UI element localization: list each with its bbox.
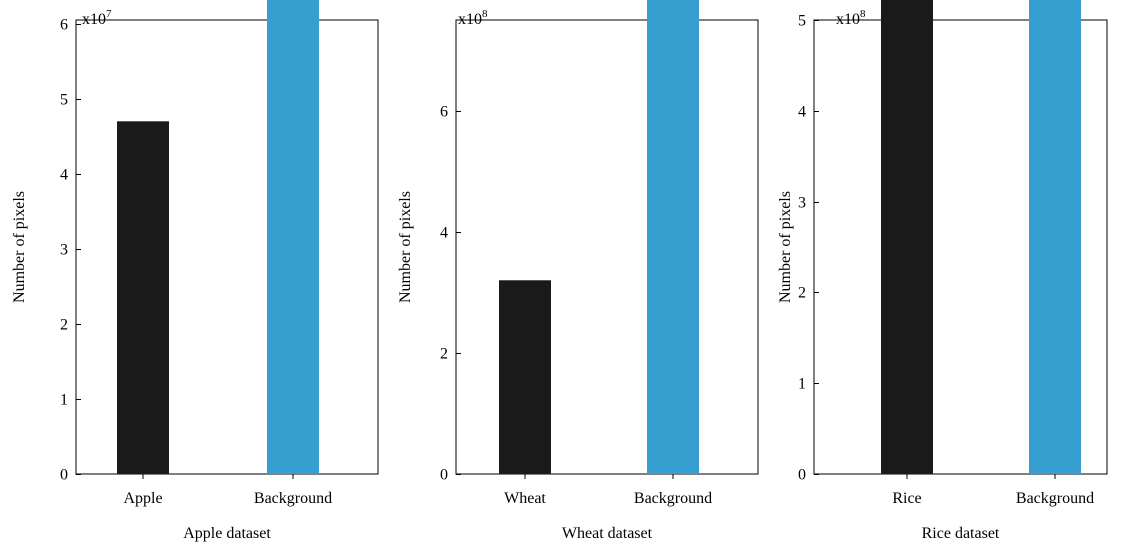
- y-tick-label: 2: [798, 285, 806, 302]
- x-tick-label: Apple: [123, 490, 162, 507]
- x-tick-label: Wheat: [504, 490, 546, 507]
- y-tick-label: 4: [60, 167, 68, 184]
- y-tick-label: 3: [798, 195, 806, 212]
- x-tick-label: Background: [634, 490, 712, 507]
- bar-rice: [881, 0, 933, 474]
- axes-frame: [813, 19, 1108, 475]
- axis-multiplier: x107: [82, 8, 112, 28]
- y-tick-label: 1: [798, 376, 806, 393]
- bar-background: [647, 0, 699, 474]
- x-axis-label: Wheat dataset: [562, 525, 653, 542]
- multiplier-exponent: 8: [860, 8, 866, 20]
- axis-multiplier: x108: [836, 8, 866, 28]
- bar-apple: [117, 121, 169, 474]
- axes-frame: [75, 19, 379, 475]
- multiplier-exponent: 8: [482, 8, 488, 20]
- x-tick-label: Background: [1016, 490, 1094, 507]
- y-tick-label: 5: [798, 13, 806, 30]
- chart-2: 0 2 4 6 Wheat Background Wheat dataset Number o…: [397, 0, 759, 542]
- y-tick-label: 4: [798, 104, 806, 121]
- chart-3: 0 1 2 3 4 5 Rice Background Rice dataset Number o…: [777, 0, 1108, 542]
- y-tick-label: 1: [60, 392, 68, 409]
- y-tick-label: 5: [60, 92, 68, 109]
- y-axis-label: Number of pixels: [11, 191, 28, 303]
- multiplier-exponent: 7: [106, 8, 112, 20]
- bar-background: [1029, 0, 1081, 475]
- y-tick-label: 0: [440, 467, 448, 484]
- y-axis-label: Number of pixels: [397, 191, 414, 303]
- y-tick-label: 0: [798, 467, 806, 484]
- bar-background: [267, 0, 319, 475]
- x-tick-label: Background: [254, 490, 332, 507]
- multiplier-base: x10: [82, 11, 106, 28]
- x-axis-label: Rice dataset: [922, 525, 1000, 542]
- x-tick-label: Rice: [892, 490, 921, 507]
- y-tick-label: 6: [440, 104, 448, 121]
- multiplier-base: x10: [836, 11, 860, 28]
- axis-multiplier: x108: [458, 8, 488, 28]
- axes-frame: [455, 19, 759, 475]
- chart-1: 0 1 2 3 4 5 6 Apple Background Apple dataset Numbe…: [11, 0, 379, 542]
- y-tick-label: 2: [440, 346, 448, 363]
- y-tick-label: 4: [440, 225, 448, 242]
- bar-wheat: [499, 280, 551, 474]
- y-axis-label: Number of pixels: [777, 191, 794, 303]
- y-tick-label: 0: [60, 467, 68, 484]
- multiplier-base: x10: [458, 11, 482, 28]
- y-tick-label: 2: [60, 317, 68, 334]
- y-tick-label: 3: [60, 242, 68, 259]
- x-axis-label: Apple dataset: [183, 525, 271, 542]
- y-tick-label: 6: [60, 17, 68, 34]
